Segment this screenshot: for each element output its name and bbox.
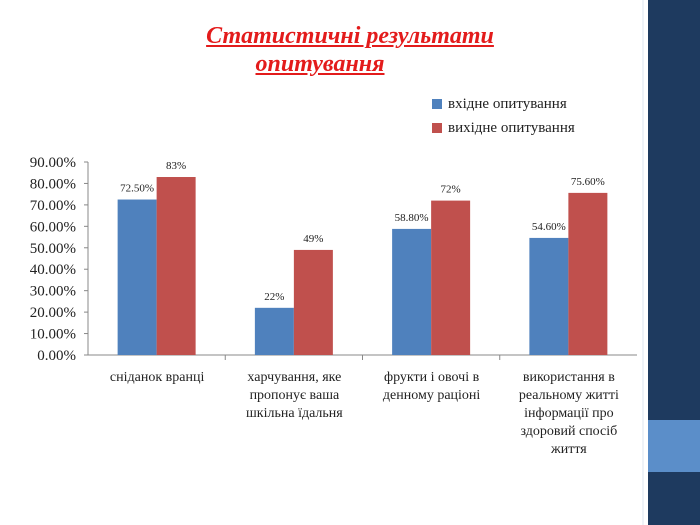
bar-series-1-cat-3 [392,228,432,355]
y-tick-label: 60.00% [30,219,76,235]
data-label-series-1-cat-4: 54.60% [532,221,566,233]
y-tick-label: 40.00% [30,262,76,278]
y-tick-label: 80.00% [30,176,76,192]
legend-swatch-2 [432,123,442,133]
legend-swatch-1 [432,99,442,109]
legend-item-2: вихідне опитування [432,116,575,140]
y-tick-label: 90.00% [30,155,76,171]
legend-label-1: вхідне опитування [448,95,567,112]
y-tick-label: 20.00% [30,305,76,321]
bar-series-2-cat-2 [293,249,333,355]
data-label-series-1-cat-2: 22% [264,291,284,303]
data-label-series-2-cat-4: 75.60% [571,176,605,188]
x-category-label: сніданок вранці [109,370,205,385]
title-line-1: Статистичні результати [206,23,494,49]
x-category-label: фрукти і овочі в денному раціоні [382,370,481,403]
bar-series-1-cat-2 [254,307,294,355]
data-label-series-1-cat-1: 72.50% [120,183,154,195]
legend-label-2: вихідне опитування [448,119,575,136]
chart-legend: вхідне опитування вихідне опитування [432,92,575,140]
y-tick-label: 50.00% [30,241,76,257]
sidebar-divider [642,0,644,525]
bar-series-1-cat-1 [117,199,157,355]
bar-series-1-cat-4 [529,237,569,355]
bar-series-2-cat-4 [568,192,608,355]
data-label-series-2-cat-1: 83% [166,160,186,172]
data-label-series-2-cat-3: 72% [441,184,461,196]
y-tick-label: 70.00% [30,198,76,214]
y-tick-label: 30.00% [30,284,76,300]
sidebar-accent-block [648,420,700,472]
x-category-label: використання в реальному житті інформаці… [518,370,619,457]
data-label-series-1-cat-3: 58.80% [395,212,429,224]
y-tick-label: 0.00% [37,348,76,364]
data-label-series-2-cat-2: 49% [303,233,323,245]
bar-series-2-cat-3 [431,200,471,355]
bar-series-2-cat-1 [156,177,196,355]
title-line-2: опитування [255,51,385,77]
y-tick-label: 10.00% [30,327,76,343]
legend-item-1: вхідне опитування [432,92,575,116]
slide-title: Статистичні результати опитування [100,22,600,78]
x-category-label: харчування, яке пропонує ваша шкільна їд… [246,370,343,421]
